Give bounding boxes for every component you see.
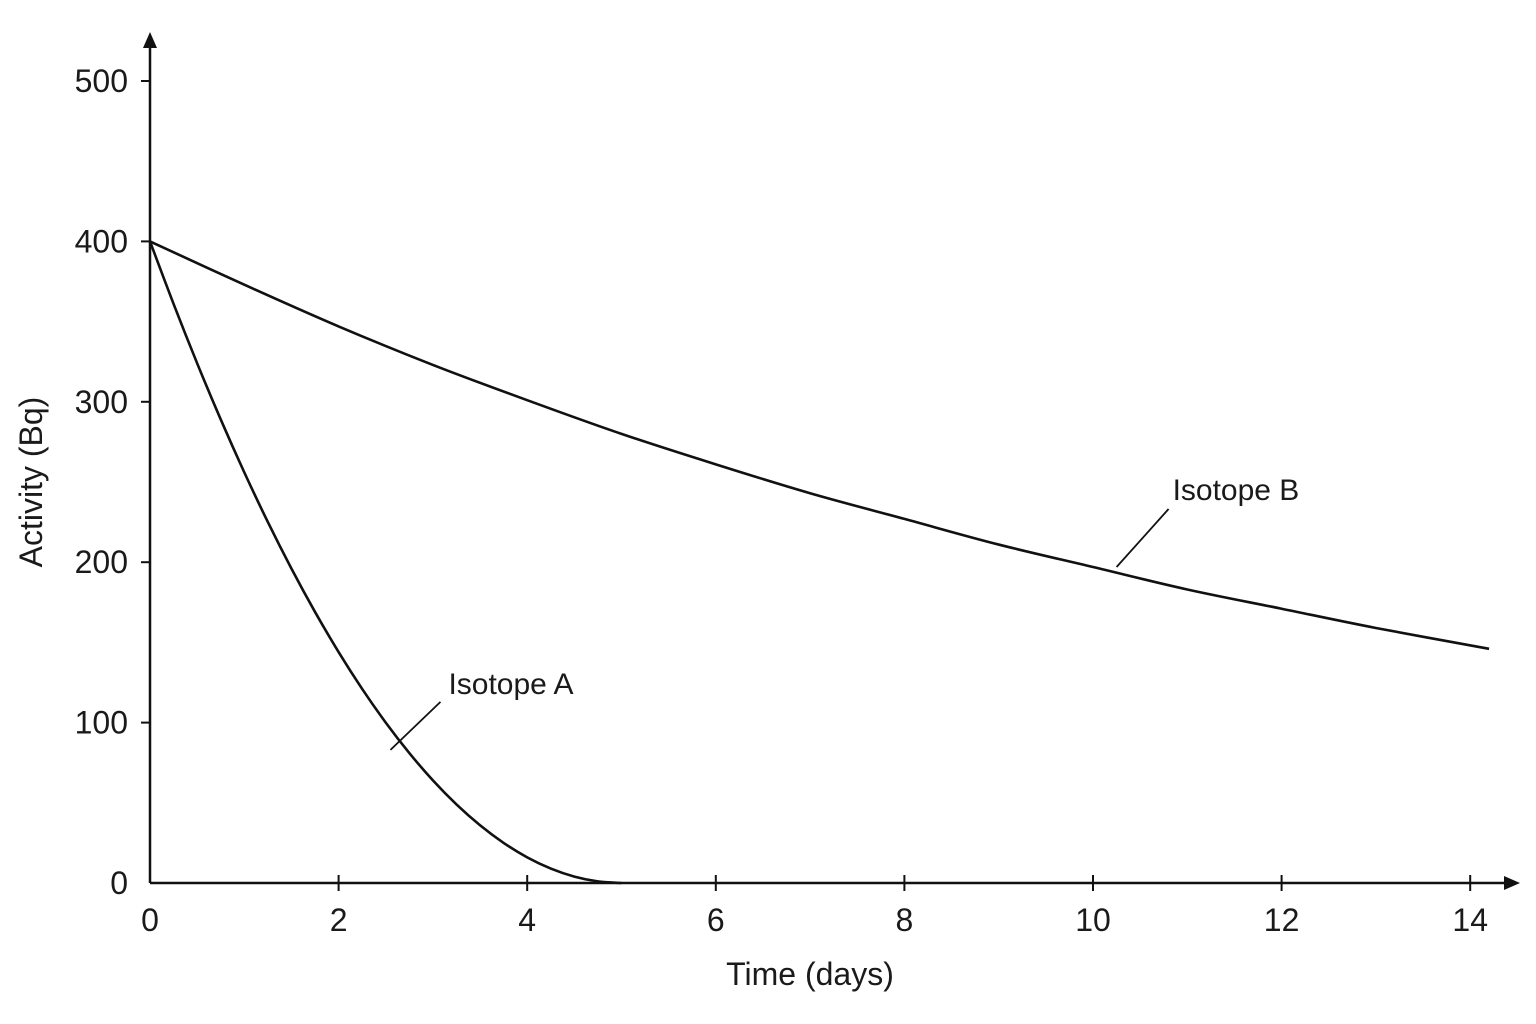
series-line-isotope-b <box>149 240 1490 651</box>
y-tick-label: 300 <box>75 384 128 420</box>
y-tick-label: 0 <box>110 865 128 901</box>
x-ticks: 0 2 4 6 8 10 12 14 <box>141 875 1488 938</box>
series-label-isotope-a: Isotope A <box>448 668 573 701</box>
leader-line-isotope-b <box>1115 508 1170 568</box>
y-tick-label: 200 <box>75 544 128 580</box>
leader-line-isotope-a <box>389 701 442 751</box>
x-tick-label: 8 <box>896 902 914 938</box>
y-tick-label: 400 <box>75 223 128 259</box>
x-axis-arrowhead <box>1504 876 1520 890</box>
y-axis-arrowhead <box>143 32 157 48</box>
x-tick-label: 0 <box>141 902 159 938</box>
y-axis-title: Activity (Bq) <box>13 397 49 568</box>
series-label-isotope-b: Isotope B <box>1173 474 1300 507</box>
y-tick-label: 100 <box>75 705 128 741</box>
series-line-isotope-a <box>148 240 622 885</box>
x-tick-label: 12 <box>1264 902 1300 938</box>
x-tick-label: 2 <box>330 902 348 938</box>
x-tick-label: 10 <box>1075 902 1111 938</box>
series-group: Isotope A Isotope B <box>148 240 1490 885</box>
x-axis-title: Time (days) <box>726 956 894 992</box>
y-tick-label: 500 <box>75 63 128 99</box>
y-ticks: 0 100 200 300 400 500 <box>75 63 150 901</box>
x-tick-label: 6 <box>707 902 725 938</box>
x-tick-label: 14 <box>1452 902 1488 938</box>
x-tick-label: 4 <box>518 902 536 938</box>
axes <box>143 32 1520 890</box>
